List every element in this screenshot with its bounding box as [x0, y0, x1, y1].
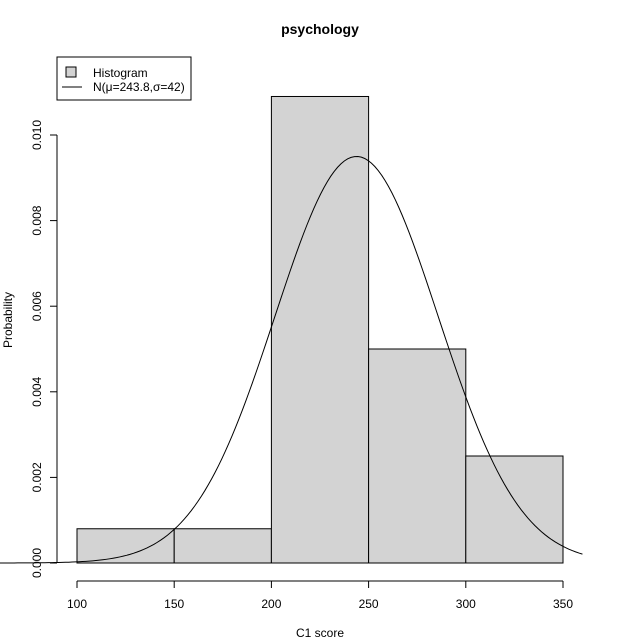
legend-histogram-swatch [65, 66, 77, 78]
legend-box [56, 56, 192, 101]
legend: Histogram N(μ=243.8,σ=42) [56, 56, 192, 101]
y-tick-label-3: 0.006 [30, 291, 44, 321]
y-tick-label-1: 0.002 [30, 462, 44, 492]
histogram-bar-4 [368, 348, 467, 564]
x-tick-label-250: 250 [359, 597, 379, 611]
x-axis-label: C1 score [296, 626, 344, 640]
x-tick-label-200: 200 [261, 597, 281, 611]
normal-curve [0, 156, 583, 564]
y-tick-label-5: 0.010 [30, 120, 44, 150]
chart-title: psychology [281, 21, 359, 37]
histogram-bar-3 [270, 95, 370, 564]
histogram-bar-1 [76, 528, 175, 564]
histogram-bar-5 [465, 455, 564, 564]
y-tick-label-4: 0.008 [30, 205, 44, 235]
legend-histogram-label: Histogram [93, 66, 148, 80]
y-tick-label-2: 0.004 [30, 376, 44, 406]
histogram-bar-2 [173, 528, 272, 564]
histogram-bars [76, 95, 564, 564]
y-axis-label: Probability [1, 292, 15, 348]
x-tick-label-100: 100 [67, 597, 87, 611]
x-tick-label-350: 350 [553, 597, 573, 611]
x-tick-label-150: 150 [164, 597, 184, 611]
y-tick-label-0: 0.000 [30, 548, 44, 578]
x-axis: 100 150 200 250 300 350 [67, 580, 573, 611]
legend-curve-label: N(μ=243.8,σ=42) [93, 80, 185, 94]
x-tick-label-300: 300 [456, 597, 476, 611]
y-axis: 0.000 0.002 0.004 0.006 0.008 0.010 [30, 120, 58, 578]
